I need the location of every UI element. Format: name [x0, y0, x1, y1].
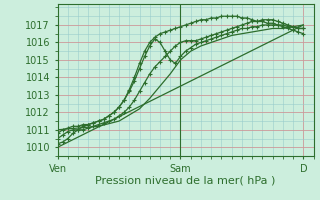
X-axis label: Pression niveau de la mer( hPa ): Pression niveau de la mer( hPa )	[95, 175, 276, 185]
